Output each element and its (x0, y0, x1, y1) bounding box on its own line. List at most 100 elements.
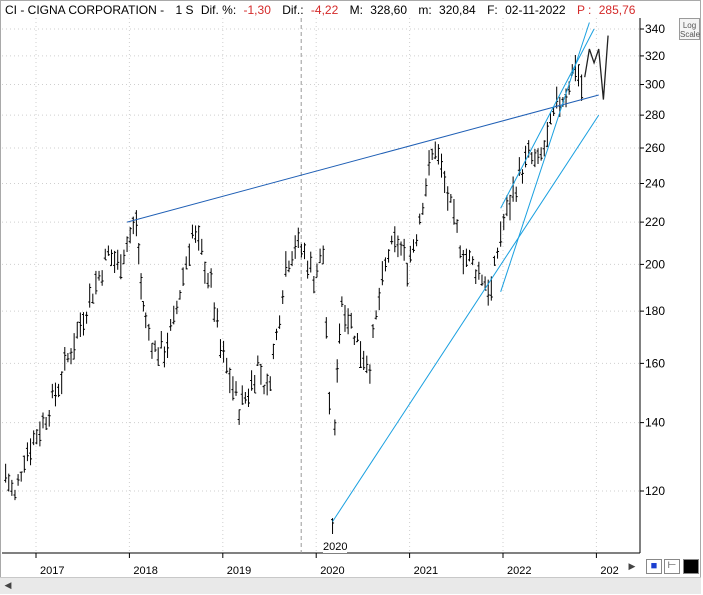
price-bar (32, 430, 36, 446)
dif-value: -4,22 (310, 3, 339, 17)
log-scale-sublabel: Scale (680, 30, 701, 39)
price-bar (368, 364, 372, 384)
price-bar (206, 273, 210, 289)
price-bar (246, 388, 250, 408)
y-tick-label: 300 (645, 78, 665, 92)
price-bar (555, 86, 559, 109)
price-bar (548, 112, 552, 125)
price-bar (137, 242, 141, 265)
price-bar (100, 270, 104, 286)
price-bar (580, 74, 584, 101)
price-bar (78, 312, 82, 337)
price-bar (156, 347, 160, 366)
price-bar (433, 141, 437, 160)
price-bar (436, 144, 440, 165)
price-bar (38, 421, 42, 447)
date-value: 02-11-2022 (505, 3, 566, 17)
color-swatch-icon[interactable] (683, 559, 699, 574)
price-bar (44, 416, 48, 431)
price-bar (147, 323, 151, 341)
price-bar (256, 355, 260, 367)
price-bar (287, 260, 291, 273)
ticker-label: CI - CIGNA CORPORATION - (5, 3, 165, 17)
price-bar (536, 148, 540, 165)
max-value: 328,60 (370, 3, 407, 17)
price-bar (505, 195, 509, 217)
price-bar (128, 227, 132, 244)
price-bar (520, 169, 524, 184)
price-bar (53, 382, 57, 407)
trendline-1 (126, 94, 599, 223)
price-bar (371, 324, 375, 339)
price-bar (237, 409, 241, 425)
price-bar (209, 268, 213, 288)
scroll-right-icon[interactable]: ▶ (628, 561, 636, 571)
price-bar (262, 384, 266, 395)
price-bar (109, 249, 113, 267)
dif-pct-value: -1,30 (243, 3, 271, 17)
y-tick-label: 180 (645, 304, 665, 318)
price-bar (22, 455, 26, 473)
price-bar (13, 489, 17, 501)
price-bar (508, 194, 512, 221)
price-bar (75, 321, 79, 339)
price-bar (141, 301, 145, 312)
price-bar (365, 355, 369, 374)
price-bar (399, 241, 403, 256)
pin-icon[interactable]: ⊢ (664, 559, 680, 574)
price-bar (446, 186, 450, 211)
price-bar (374, 310, 378, 320)
price-bar (455, 219, 459, 233)
log-scale-toggle[interactable]: Log Scale (679, 18, 700, 40)
log-scale-label: Log (682, 21, 697, 30)
price-bar (187, 243, 191, 266)
dif-label: Dif.: (282, 3, 304, 17)
price-bar (514, 186, 518, 202)
horizontal-scrollbar[interactable] (0, 577, 701, 594)
price-bar (390, 235, 394, 245)
price-bar (197, 225, 201, 251)
price-bar (461, 249, 465, 275)
scroll-left-icon[interactable]: ◀ (4, 580, 12, 590)
date-label: F: (487, 3, 498, 17)
price-bar (440, 153, 444, 178)
price-bar (318, 248, 322, 264)
price-bar (489, 276, 493, 301)
min-value: 320,84 (439, 3, 476, 17)
price-bar (343, 304, 347, 332)
x-tick-label: 2018 (133, 565, 157, 577)
price-bar (338, 323, 342, 344)
price-bar (57, 383, 61, 398)
price-bar (215, 308, 219, 328)
price-bar (396, 235, 400, 258)
price-bar (480, 274, 484, 286)
price-bar (449, 194, 453, 203)
x-tick-label: 2021 (414, 565, 438, 577)
price-bar (29, 438, 33, 466)
price-bar (250, 370, 254, 391)
y-tick-label: 240 (645, 177, 665, 191)
price-bar (471, 256, 475, 266)
price-bar (88, 283, 92, 308)
price-bar (309, 251, 313, 273)
price-bar (306, 260, 310, 279)
x-tick-label: 2020 (320, 565, 344, 577)
price-bar (222, 340, 226, 363)
x-tick-label: 2022 (507, 565, 531, 577)
price-bar (275, 328, 278, 341)
price-bar (113, 250, 117, 273)
price-bar (324, 317, 328, 339)
price-bar (203, 261, 207, 284)
chart-header: CI - CIGNA CORPORATION - 1 S Dif. %: -1,… (5, 3, 635, 19)
price-bar (552, 106, 556, 116)
price-bar (16, 474, 20, 486)
trendline-4 (500, 28, 595, 209)
price-bar (228, 367, 232, 394)
price-bar (19, 471, 23, 482)
price-bar (162, 346, 166, 368)
price-bar (427, 150, 431, 176)
dif-pct-label: Dif. %: (200, 3, 237, 17)
save-icon[interactable]: ■ (646, 559, 662, 574)
min-label: m: (418, 3, 432, 17)
